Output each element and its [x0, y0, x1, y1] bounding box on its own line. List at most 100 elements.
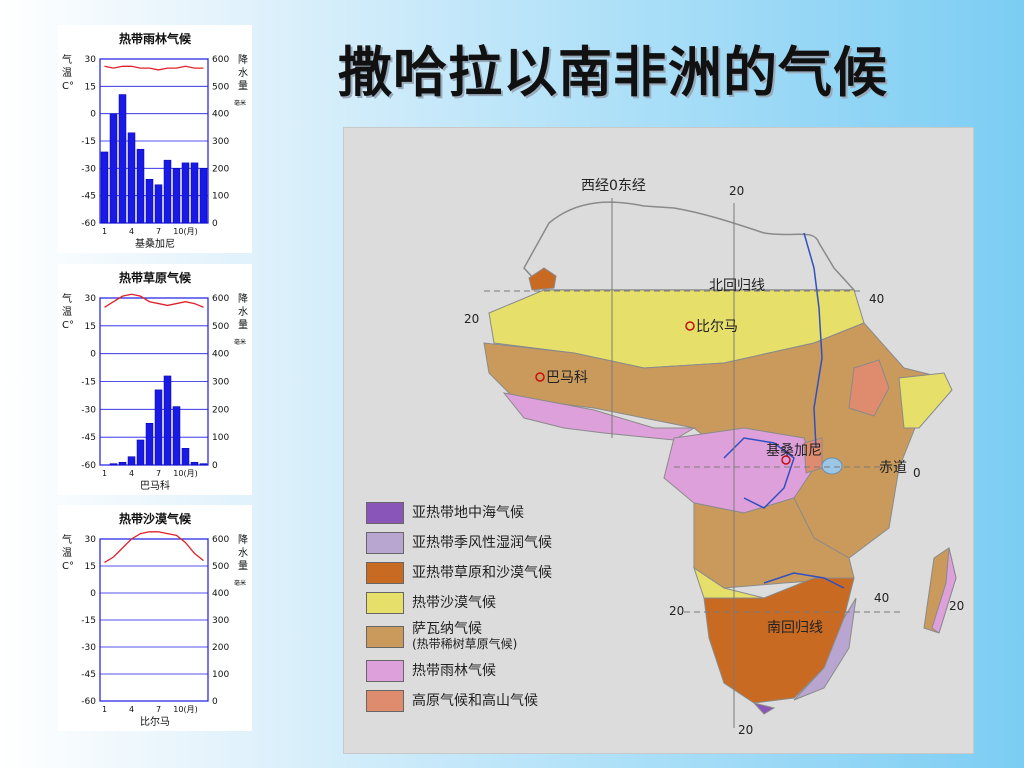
precip-tick: 300	[212, 137, 229, 147]
precip-bar	[199, 168, 208, 224]
climate-chart-desert: 热带沙漠气候气温 C° 降水量毫米 30 15 0 -15 -30 -45 -60 600 500 40…	[58, 505, 252, 731]
precip-tick: 200	[212, 405, 229, 415]
precip-bar	[118, 94, 127, 224]
temp-tick: -45	[81, 433, 96, 443]
legend-swatch	[366, 592, 404, 614]
temp-tick: -30	[81, 405, 96, 415]
precip-tick: 500	[212, 82, 229, 92]
month-tick: 4	[129, 227, 134, 236]
temp-tick: -30	[81, 164, 96, 174]
legend-swatch	[366, 562, 404, 584]
temp-tick: -60	[81, 697, 96, 707]
label-40e-south: 40	[874, 591, 889, 605]
temp-tick: 30	[85, 294, 97, 304]
legend-item: 热带沙漠气候	[366, 588, 552, 618]
precip-bar	[145, 179, 154, 224]
temp-tick: 0	[90, 589, 96, 599]
legend-item: 亚热带草原和沙漠气候	[366, 558, 552, 588]
precip-axis-label: 水	[238, 67, 248, 79]
bamako-marker	[535, 372, 545, 382]
precip-tick: 0	[212, 697, 218, 707]
label-20e-bottom: 20	[738, 723, 753, 737]
month-tick: 4	[129, 705, 134, 714]
precip-bar	[199, 463, 208, 466]
temp-tick: -30	[81, 643, 96, 653]
precip-tick: 100	[212, 433, 229, 443]
temp-line	[104, 531, 204, 563]
month-tick: 10(月)	[173, 705, 197, 714]
legend-item: 亚热带季风性湿润气候	[366, 528, 552, 558]
highland-ethiopia	[848, 359, 890, 417]
precip-bar	[127, 456, 136, 466]
precip-bar	[172, 406, 181, 466]
madagascar-east	[931, 547, 957, 634]
precip-unit: 毫米	[234, 338, 246, 346]
label-equator-0: 0	[913, 466, 921, 480]
legend-label: 热带沙漠气候	[412, 594, 496, 611]
precip-tick: 200	[212, 643, 229, 653]
temp-tick: 30	[85, 535, 97, 545]
temp-axis-label: 气	[62, 533, 72, 546]
legend-sublabel: (热带稀树草原气候)	[412, 637, 518, 651]
precip-axis-label: 量	[238, 319, 248, 331]
label-20n: 20	[464, 312, 479, 326]
precip-unit: 毫米	[234, 99, 246, 107]
precip-tick: 300	[212, 378, 229, 388]
legend-item: 萨瓦纳气候 (热带稀树草原气候)	[366, 618, 552, 656]
temp-tick: -60	[81, 219, 96, 229]
month-tick: 1	[102, 469, 107, 478]
desert-horn	[898, 372, 953, 429]
precip-axis-label: 降	[238, 533, 248, 546]
legend-label: 亚热带地中海气候	[412, 504, 524, 521]
precip-tick: 600	[212, 294, 229, 304]
month-tick: 7	[156, 227, 161, 236]
temp-tick: -45	[81, 192, 96, 202]
temp-tick: 0	[90, 350, 96, 360]
legend-swatch	[366, 660, 404, 682]
precip-tick: 400	[212, 350, 229, 360]
label-tropic-capricorn: 南回归线	[767, 619, 823, 636]
month-tick: 7	[156, 705, 161, 714]
precip-bar	[163, 159, 172, 224]
chart-title: 热带草原气候	[119, 270, 192, 285]
subtropical-steppe-nw	[528, 267, 557, 291]
precip-bar	[100, 151, 109, 224]
label-equator: 赤道	[879, 460, 907, 476]
legend-swatch	[366, 502, 404, 524]
precip-axis-label: 水	[238, 306, 248, 318]
month-tick: 4	[129, 469, 134, 478]
label-40e: 40	[869, 292, 884, 306]
legend-swatch	[366, 690, 404, 712]
precip-axis-label: 量	[238, 80, 248, 92]
chart-title: 热带沙漠气候	[119, 511, 192, 526]
label-tropic-cancer: 北回归线	[709, 277, 765, 294]
month-tick: 1	[102, 227, 107, 236]
legend-label: 高原气候和高山气候	[412, 692, 538, 709]
label-kisangani: 基桑加尼	[766, 442, 822, 459]
month-tick: 10(月)	[173, 227, 197, 236]
precip-bar	[145, 423, 154, 466]
precip-tick: 500	[212, 322, 229, 332]
africa-map-svg: 西经0东经 20 北回归线 20 40 比尔马 巴马科 基桑加尼 赤道 0 20…	[464, 178, 964, 737]
kisangani-marker	[781, 455, 791, 465]
legend-swatch	[366, 532, 404, 554]
label-bilma: 比尔马	[696, 319, 738, 335]
legend-label: 热带雨林气候	[412, 662, 496, 679]
precip-bar	[181, 162, 190, 224]
zambezi-river	[763, 572, 845, 589]
precip-tick: 0	[212, 461, 218, 471]
legend-label: 萨瓦纳气候 (热带稀树草原气候)	[412, 621, 518, 652]
station-name: 巴马科	[140, 479, 170, 492]
label-20-far-right: 20	[949, 599, 964, 613]
legend-label: 亚热带季风性湿润气候	[412, 534, 552, 551]
label-prime-meridian: 西经0东经	[581, 178, 646, 194]
temp-tick: -60	[81, 461, 96, 471]
temp-tick: 0	[90, 110, 96, 120]
precip-tick: 600	[212, 55, 229, 65]
precip-tick: 600	[212, 535, 229, 545]
precip-bar	[181, 448, 190, 466]
precip-bar	[172, 168, 181, 224]
label-20e: 20	[729, 184, 744, 198]
africa-climate-map: 西经0东经 20 北回归线 20 40 比尔马 巴马科 基桑加尼 赤道 0 20…	[343, 127, 974, 754]
lake-victoria	[821, 457, 843, 475]
